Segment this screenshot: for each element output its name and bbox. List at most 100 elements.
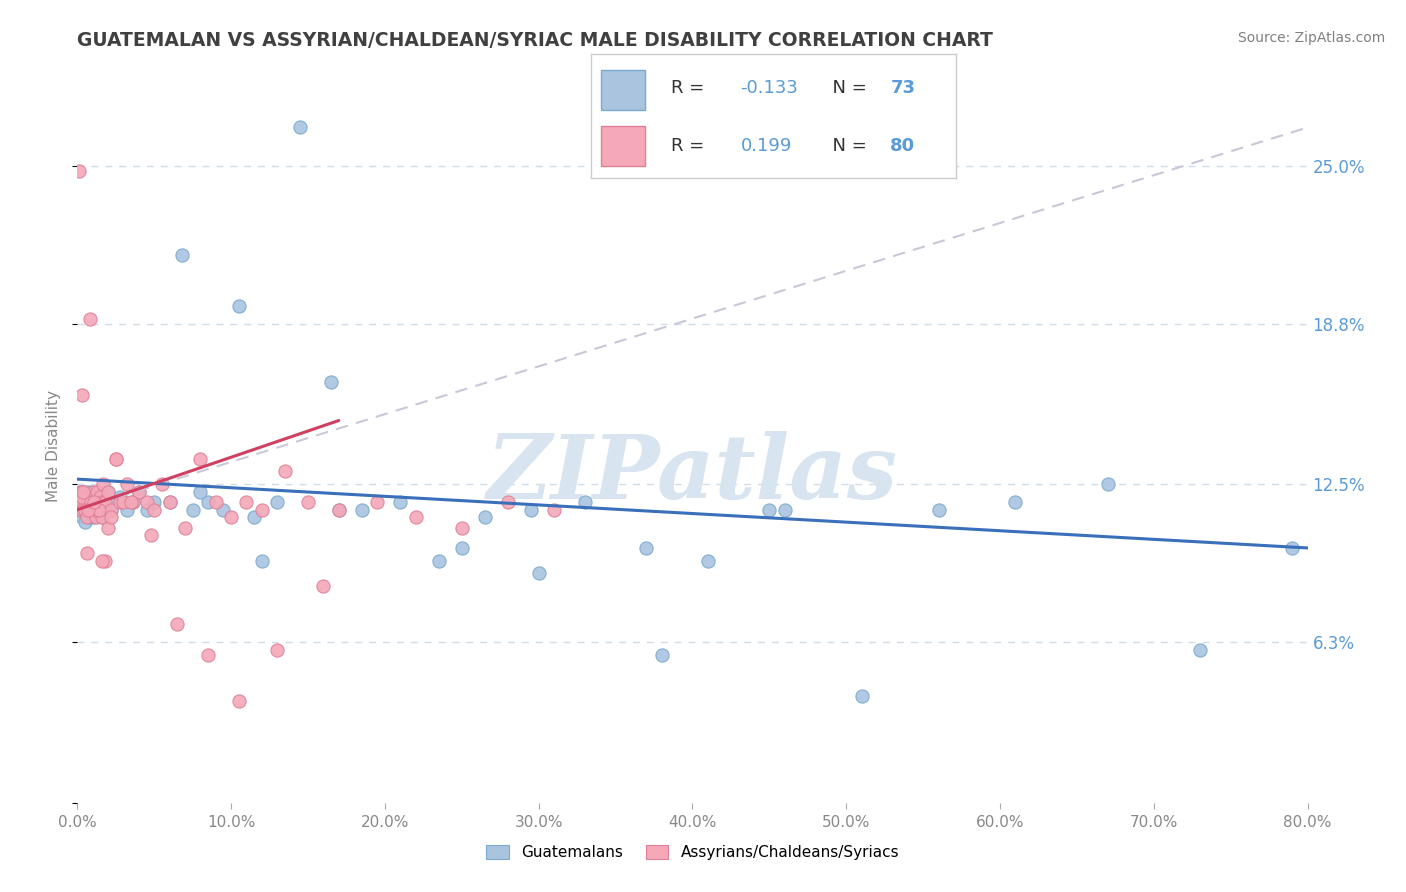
Point xyxy=(100,502,122,516)
Point xyxy=(174,520,197,534)
Point xyxy=(328,502,350,516)
Point xyxy=(212,502,235,516)
Point xyxy=(83,510,105,524)
Point xyxy=(84,510,107,524)
Point xyxy=(527,566,550,581)
Point xyxy=(166,617,188,632)
Point xyxy=(79,311,101,326)
Point xyxy=(70,495,93,509)
Point xyxy=(188,451,212,466)
Text: R =: R = xyxy=(671,79,710,97)
Point xyxy=(89,490,111,504)
Point xyxy=(76,502,98,516)
Point xyxy=(69,502,91,516)
Point xyxy=(651,648,673,662)
Point xyxy=(159,495,181,509)
Point xyxy=(82,495,104,509)
Point xyxy=(72,502,94,516)
Point xyxy=(76,510,98,524)
Point xyxy=(104,451,127,466)
Point xyxy=(76,490,98,504)
Point xyxy=(89,502,111,516)
Point xyxy=(83,490,105,504)
Text: -0.133: -0.133 xyxy=(741,79,799,97)
Point xyxy=(100,510,122,524)
Text: N =: N = xyxy=(821,79,872,97)
Point xyxy=(1188,643,1211,657)
Point xyxy=(82,484,104,499)
Point xyxy=(76,484,98,499)
Point xyxy=(405,510,427,524)
Point xyxy=(94,554,117,568)
Point xyxy=(97,484,120,499)
Point xyxy=(69,484,91,499)
Point xyxy=(97,520,120,534)
Point xyxy=(274,465,297,479)
Point xyxy=(128,484,150,499)
Point xyxy=(87,502,110,516)
Point xyxy=(70,495,93,509)
Point xyxy=(366,495,388,509)
Point xyxy=(197,495,219,509)
Point xyxy=(188,484,212,499)
Text: 0.199: 0.199 xyxy=(741,137,792,155)
Point xyxy=(450,541,472,555)
Point xyxy=(181,502,204,516)
FancyBboxPatch shape xyxy=(602,70,645,110)
Point xyxy=(450,520,472,534)
Point xyxy=(928,502,950,516)
Point xyxy=(72,484,94,499)
Point xyxy=(1097,477,1119,491)
Point xyxy=(84,502,107,516)
Point xyxy=(250,554,273,568)
Point xyxy=(90,510,114,524)
Point xyxy=(72,502,94,516)
Point xyxy=(104,451,127,466)
Point xyxy=(79,490,101,504)
FancyBboxPatch shape xyxy=(602,126,645,166)
Point xyxy=(112,495,135,509)
Point xyxy=(84,495,107,509)
Point xyxy=(77,44,100,58)
Point xyxy=(70,490,93,504)
Point xyxy=(170,248,193,262)
Point xyxy=(93,477,115,491)
Point xyxy=(135,502,157,516)
Text: 80: 80 xyxy=(890,137,915,155)
Point xyxy=(758,502,780,516)
Point xyxy=(427,554,450,568)
Point xyxy=(73,502,96,516)
Point xyxy=(159,495,181,509)
Point xyxy=(70,510,93,524)
Point xyxy=(115,502,138,516)
Point xyxy=(543,502,565,516)
Text: ZIPatlas: ZIPatlas xyxy=(486,432,898,517)
Point xyxy=(143,495,166,509)
Point xyxy=(266,495,288,509)
Point xyxy=(312,579,335,593)
Point xyxy=(266,643,288,657)
Text: R =: R = xyxy=(671,137,710,155)
Point xyxy=(243,510,266,524)
Point xyxy=(76,546,98,560)
Point xyxy=(115,477,138,491)
Point xyxy=(77,502,100,516)
Point xyxy=(228,299,250,313)
Point xyxy=(235,495,257,509)
Point xyxy=(319,376,342,390)
Point xyxy=(67,495,90,509)
Point xyxy=(72,484,94,499)
Point xyxy=(69,484,91,499)
Point xyxy=(90,495,114,509)
Point xyxy=(67,163,90,178)
Point xyxy=(79,502,101,516)
Point xyxy=(636,541,658,555)
Point xyxy=(150,56,173,70)
Point xyxy=(84,495,107,509)
Point xyxy=(73,495,96,509)
Point xyxy=(86,484,108,499)
Point xyxy=(389,495,412,509)
Point xyxy=(87,495,110,509)
Point xyxy=(228,694,250,708)
Point xyxy=(297,495,319,509)
